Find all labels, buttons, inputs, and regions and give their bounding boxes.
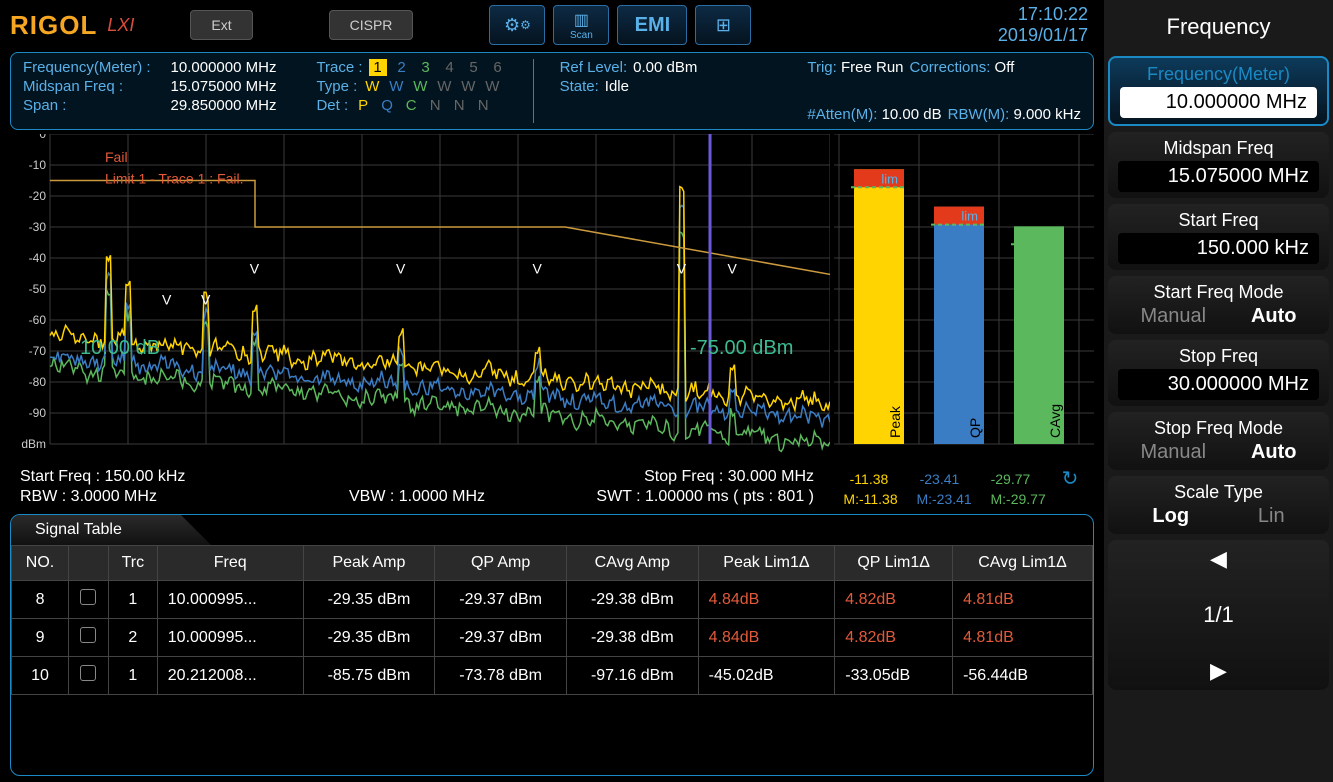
svg-text:-60: -60 [29,313,47,327]
table-row[interactable]: 9 210.000995... -29.35 dBm-29.37 dBm-29.… [12,619,1093,657]
svg-text:lim: lim [881,171,898,186]
emi-mode-button[interactable]: EMI [617,5,687,45]
sidebar-item[interactable]: Start Freq Mode Manual Auto [1108,276,1329,334]
table-row[interactable]: 8 110.000995... -29.35 dBm-29.37 dBm-29.… [12,581,1093,619]
signal-table-tab[interactable]: Signal Table [11,515,211,545]
table-header[interactable]: Trc [108,546,157,581]
svg-text:Fail: Fail [105,149,128,165]
scan-icon[interactable]: ▥Scan [553,5,609,45]
table-header[interactable]: Freq [157,546,303,581]
sidebar-item[interactable]: Scale Type Log Lin [1108,476,1329,534]
svg-text:-75.00 dBm: -75.00 dBm [690,337,793,359]
svg-text:V: V [250,261,260,277]
svg-text:V: V [728,261,738,277]
svg-text:V: V [533,261,543,277]
svg-text:V: V [162,292,172,308]
clock-time: 17:10:22 [998,4,1088,25]
svg-text:QP: QP [967,418,983,438]
table-header[interactable]: Peak Lim1Δ [698,546,835,581]
table-header[interactable]: QP Lim1Δ [835,546,953,581]
sidebar-pager[interactable]: ◀ 1/1 ▶ [1108,540,1329,690]
svg-text:-40: -40 [29,251,47,265]
svg-text:10.00 dB: 10.00 dB [80,337,160,359]
table-header[interactable]: QP Amp [435,546,567,581]
table-header[interactable]: CAvg Lim1Δ [953,546,1093,581]
brand-logo: RIGOL [10,10,97,41]
svg-text:Peak: Peak [887,405,903,438]
table-row[interactable]: 10 120.212008... -85.75 dBm-73.78 dBm-97… [12,657,1093,695]
sidebar-item[interactable]: Frequency(Meter) 10.000000 MHz [1108,56,1329,126]
table-header[interactable]: NO. [12,546,69,581]
page-prev-icon[interactable]: ◀ [1210,546,1227,572]
lxi-logo: LXI [107,15,134,36]
svg-text:-10: -10 [29,158,47,172]
svg-text:dBm: dBm [21,437,46,451]
svg-text:0: 0 [39,134,46,141]
row-checkbox[interactable] [80,589,96,605]
svg-text:Limit 1 - Trace 1 : Fail.: Limit 1 - Trace 1 : Fail. [105,171,243,187]
ext-button[interactable]: Ext [190,10,252,40]
meter-bars[interactable]: lim Peak lim QP lim CAvg [834,134,1094,464]
svg-text:-70: -70 [29,344,47,358]
cispr-button[interactable]: CISPR [329,10,414,40]
clock-date: 2019/01/17 [998,25,1088,46]
info-panel: Frequency(Meter) : Midspan Freq : Span :… [10,52,1094,130]
table-header[interactable] [69,546,109,581]
svg-text:lim: lim [1041,228,1058,243]
svg-text:lim: lim [961,209,978,224]
sidebar-item[interactable]: Stop Freq Mode Manual Auto [1108,412,1329,470]
svg-text:V: V [201,292,211,308]
svg-text:-20: -20 [29,189,47,203]
table-header[interactable]: CAvg Amp [566,546,698,581]
svg-text:-80: -80 [29,375,47,389]
svg-text:-50: -50 [29,282,47,296]
svg-text:V: V [677,261,687,277]
table-header[interactable]: Peak Amp [303,546,435,581]
sidebar-title: Frequency [1108,4,1329,50]
svg-text:-30: -30 [29,220,47,234]
svg-text:CAvg: CAvg [1047,404,1063,438]
svg-text:-90: -90 [29,406,47,420]
refresh-icon[interactable]: ↻ [1062,466,1079,491]
row-checkbox[interactable] [80,627,96,643]
settings-icon[interactable]: ⚙⚙ [489,5,545,45]
sidebar-item[interactable]: Midspan Freq 15.075000 MHz [1108,132,1329,198]
sidebar-item[interactable]: Stop Freq 30.000000 MHz [1108,340,1329,406]
page-next-icon[interactable]: ▶ [1210,658,1227,684]
sidebar-item[interactable]: Start Freq 150.000 kHz [1108,204,1329,270]
signal-table[interactable]: Signal Table NO.TrcFreqPeak AmpQP AmpCAv… [10,514,1094,776]
svg-text:V: V [396,261,406,277]
layout-icon[interactable]: ⊞ [695,5,751,45]
row-checkbox[interactable] [80,665,96,681]
spectrum-chart[interactable]: 0 -10 -20 -30 -40 -50 -60 -70 -80 -90 dBm Fail Limit… [10,134,830,464]
